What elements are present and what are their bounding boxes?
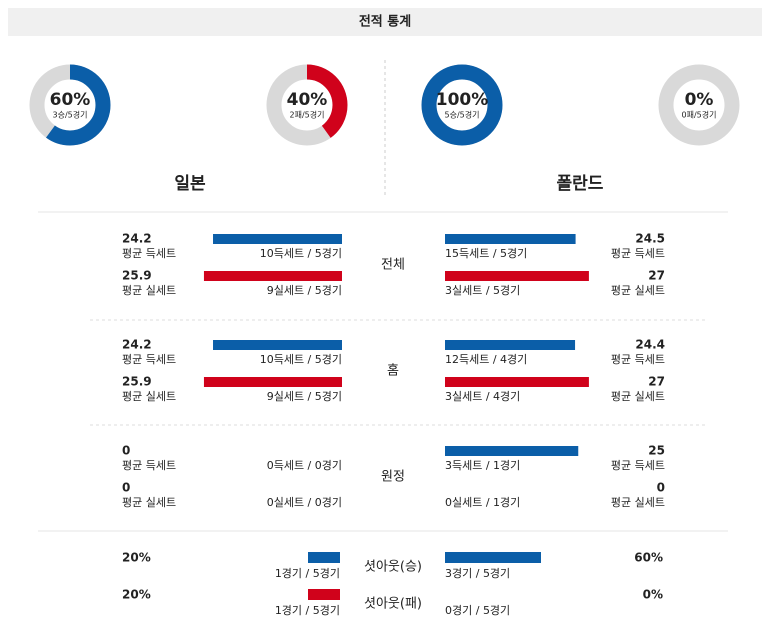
stat-label: 평균 득세트 — [611, 247, 665, 260]
shutout-detail: 1경기 / 5경기 — [275, 567, 340, 580]
donut-arc — [29, 64, 111, 146]
shutout-detail: 1경기 / 5경기 — [275, 604, 340, 617]
shutout-percent: 0% — [643, 588, 663, 602]
stat-value: 25.9 — [122, 375, 152, 389]
stat-detail: 0실세트 / 1경기 — [445, 496, 520, 509]
donut-record: 0패/5경기 — [682, 110, 717, 120]
bar — [445, 377, 589, 387]
bar — [203, 271, 342, 281]
stat-label: 평균 실세트 — [122, 284, 176, 297]
stat-detail: 0실세트 / 0경기 — [267, 496, 342, 509]
bar — [445, 271, 589, 281]
stat-value: 27 — [648, 375, 665, 389]
donut-record: 5승/5경기 — [445, 110, 480, 120]
stat-detail: 10득세트 / 5경기 — [260, 247, 342, 260]
donut-record: 3승/5경기 — [53, 110, 88, 120]
shutout-detail: 3경기 / 5경기 — [445, 567, 510, 580]
stat-detail: 3득세트 / 1경기 — [445, 459, 520, 472]
donut-percent: 0% — [685, 90, 714, 110]
donut-percent: 100% — [436, 90, 489, 110]
title-bar — [8, 8, 762, 36]
donut-record: 2패/5경기 — [290, 110, 325, 120]
team-name: 일본 — [174, 174, 206, 194]
stat-label: 평균 득세트 — [122, 459, 176, 472]
shutout-name: 셧아웃(패) — [364, 597, 422, 612]
stat-detail: 15득세트 / 5경기 — [445, 247, 527, 260]
stat-label: 평균 실세트 — [122, 390, 176, 403]
stat-label: 평균 실세트 — [611, 284, 665, 297]
stat-label: 평균 실세트 — [611, 496, 665, 509]
stat-detail: 0득세트 / 0경기 — [267, 459, 342, 472]
stat-detail: 12득세트 / 4경기 — [445, 353, 527, 366]
stat-detail: 9실세트 / 5경기 — [267, 390, 342, 403]
team-name: 폴란드 — [557, 174, 604, 194]
bar — [213, 340, 342, 350]
stat-value: 0 — [657, 481, 665, 495]
stat-value: 24.4 — [635, 338, 665, 352]
donut-arc — [266, 64, 348, 146]
section-name: 원정 — [381, 470, 405, 485]
shutout-percent: 20% — [122, 588, 151, 602]
stat-label: 평균 득세트 — [611, 459, 665, 472]
title: 전적 통계 — [359, 14, 411, 30]
stat-detail: 9실세트 / 5경기 — [267, 284, 342, 297]
bar — [308, 589, 340, 600]
section-name: 전체 — [381, 258, 405, 273]
donut-percent: 60% — [50, 90, 91, 110]
stat-label: 평균 실세트 — [611, 390, 665, 403]
stat-value: 25 — [648, 444, 665, 458]
section-name: 홈 — [387, 364, 399, 379]
stat-detail: 3실세트 / 5경기 — [445, 284, 520, 297]
shutout-name: 셧아웃(승) — [364, 560, 422, 575]
stat-label: 평균 실세트 — [122, 496, 176, 509]
bar — [213, 234, 342, 244]
stat-value: 27 — [648, 269, 665, 283]
bar — [445, 340, 576, 350]
stat-label: 평균 득세트 — [122, 353, 176, 366]
bar — [308, 552, 340, 563]
shutout-detail: 0경기 / 5경기 — [445, 604, 510, 617]
stat-value: 25.9 — [122, 269, 152, 283]
bar — [445, 446, 579, 456]
stat-value: 24.5 — [635, 232, 665, 246]
stat-value: 24.2 — [122, 338, 152, 352]
stat-label: 평균 득세트 — [611, 353, 665, 366]
stat-value: 24.2 — [122, 232, 152, 246]
shutout-percent: 60% — [634, 551, 663, 565]
stat-detail: 10득세트 / 5경기 — [260, 353, 342, 366]
donut-arc — [421, 64, 503, 146]
donut-track — [658, 64, 740, 146]
stat-value: 0 — [122, 444, 130, 458]
stat-value: 0 — [122, 481, 130, 495]
bar — [445, 552, 541, 563]
bar — [445, 234, 576, 244]
bar — [203, 377, 342, 387]
stat-detail: 3실세트 / 4경기 — [445, 390, 520, 403]
shutout-percent: 20% — [122, 551, 151, 565]
donut-percent: 40% — [287, 90, 328, 110]
stat-label: 평균 득세트 — [122, 247, 176, 260]
